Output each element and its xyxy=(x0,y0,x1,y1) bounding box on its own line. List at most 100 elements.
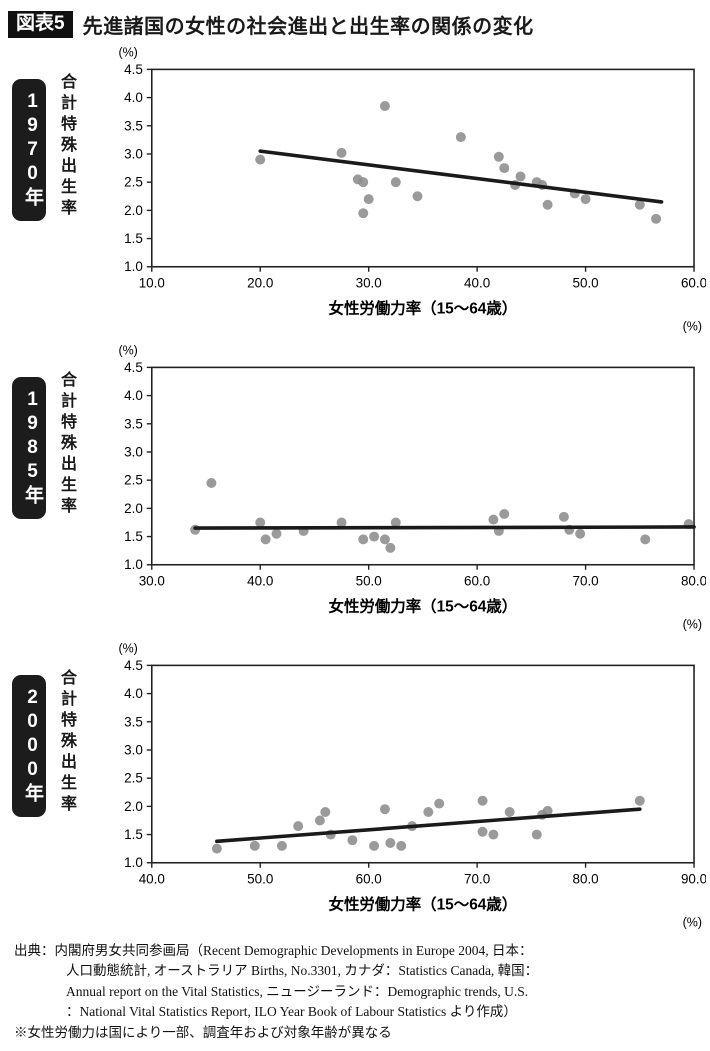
y-axis-title-1985: 合計特殊出生率 xyxy=(58,371,75,518)
data-point xyxy=(640,534,651,545)
source-line: ：National Vital Statistics Report, ILO Y… xyxy=(66,1003,517,1019)
y-tick-label: 4.5 xyxy=(124,62,143,77)
y-tick-label: 2.0 xyxy=(124,799,143,814)
data-point xyxy=(580,194,591,205)
chart-panel-1970: 1970年 合計特殊出生率 (%) 1.0 1.5 2.0 2.5 3.0 3.5 4.0 4.… xyxy=(0,43,710,339)
data-point xyxy=(276,840,287,851)
data-point xyxy=(363,194,374,205)
y-tick-label: 1.5 xyxy=(124,231,143,246)
plot-frame xyxy=(150,664,695,864)
data-point xyxy=(369,840,380,851)
data-point xyxy=(358,208,369,219)
x-tick-label: 70.0 xyxy=(573,574,599,589)
data-point xyxy=(493,151,504,162)
x-axis-title: 女性労働力率（15〜64歳） xyxy=(329,299,518,318)
data-point xyxy=(531,829,542,840)
y-tick-label: 2.5 xyxy=(124,175,143,190)
x-tick-label: 30.0 xyxy=(356,276,382,291)
y-unit-label: (%) xyxy=(118,343,137,357)
y-tick-label: 4.5 xyxy=(124,360,143,375)
x-tick-label: 80.0 xyxy=(573,872,599,887)
y-tick-label: 4.0 xyxy=(124,388,143,403)
data-point xyxy=(434,798,445,809)
y-unit-label: (%) xyxy=(118,641,137,655)
data-point xyxy=(558,511,569,522)
x-tick-label: 80.0 xyxy=(681,574,706,589)
x-tick-label: 50.0 xyxy=(247,872,273,887)
x-tick-label: 30.0 xyxy=(139,574,165,589)
data-point xyxy=(211,843,222,854)
data-point xyxy=(347,835,358,846)
data-point xyxy=(379,101,390,112)
y-tick-label: 4.0 xyxy=(124,686,143,701)
y-tick-label: 2.5 xyxy=(124,771,143,786)
data-point xyxy=(396,840,407,851)
y-tick-label: 4.5 xyxy=(124,658,143,673)
trend-line xyxy=(258,149,664,204)
x-unit-label: (%) xyxy=(683,618,702,632)
y-tick-label: 3.5 xyxy=(124,416,143,431)
y-tick-label: 1.5 xyxy=(124,827,143,842)
y-unit-label: (%) xyxy=(118,45,137,59)
data-point xyxy=(504,807,515,817)
data-point xyxy=(515,171,526,182)
data-point xyxy=(390,517,401,528)
footnote: ※女性労働力は国により一部、調査年および対象年齢が異なる xyxy=(14,1025,392,1040)
data-point xyxy=(542,199,553,210)
trend-line xyxy=(215,807,642,844)
data-point xyxy=(255,517,266,528)
y-tick-label: 3.0 xyxy=(124,146,143,161)
chart-panel-2000: 2000年 合計特殊出生率 (%) 1.0 1.5 2.0 2.5 3.0 3.5 4.0 4.… xyxy=(0,639,710,935)
x-unit-label: (%) xyxy=(683,916,702,930)
data-point xyxy=(477,795,488,806)
x-tick-label: 60.0 xyxy=(356,872,382,887)
scatter-plot-1985: (%) 1.0 1.5 2.0 2.5 3.0 3.5 4.0 4.5 30.0 40.0 50.0 6… xyxy=(118,343,706,632)
data-point xyxy=(423,807,434,817)
data-point xyxy=(575,528,586,539)
trend-line xyxy=(193,525,696,530)
data-point xyxy=(634,795,645,806)
data-point xyxy=(499,509,510,519)
data-point xyxy=(358,177,369,188)
year-badge-1985: 1985年 xyxy=(12,377,46,519)
x-tick-label: 90.0 xyxy=(681,872,706,887)
y-tick-label: 3.5 xyxy=(124,118,143,133)
y-tick-label: 3.0 xyxy=(124,444,143,459)
y-tick-label: 2.0 xyxy=(124,203,143,218)
data-point xyxy=(260,534,271,545)
plot-frame xyxy=(150,366,695,566)
y-tick-label: 1.5 xyxy=(124,529,143,544)
year-badge-1970: 1970年 xyxy=(12,79,46,221)
data-point xyxy=(379,534,390,545)
y-tick-label: 3.0 xyxy=(124,742,143,757)
source-line: 出典：内閣府男女共同参画局（Recent Demographic Develop… xyxy=(14,943,533,958)
scatter-plot-1970: (%) 1.0 1.5 2.0 2.5 3.0 3.5 4.0 4.5 10.0 20.0 30.0 4… xyxy=(118,45,706,334)
data-point xyxy=(542,805,553,816)
source-note: 出典：内閣府男女共同参画局（Recent Demographic Develop… xyxy=(0,935,710,1043)
y-tick-label: 4.0 xyxy=(124,90,143,105)
y-axis-title-1970: 合計特殊出生率 xyxy=(58,73,75,220)
x-axis-title: 女性労働力率（15〜64歳） xyxy=(329,597,518,616)
x-tick-label: 50.0 xyxy=(573,276,599,291)
x-tick-label: 60.0 xyxy=(681,276,706,291)
data-point xyxy=(455,132,466,143)
data-point xyxy=(271,528,282,539)
x-tick-label: 60.0 xyxy=(464,574,490,589)
chart-panel-1985: 1985年 合計特殊出生率 (%) 1.0 1.5 2.0 2.5 3.0 3.5 4.0 4.… xyxy=(0,341,710,637)
data-point xyxy=(477,826,488,837)
data-point xyxy=(369,531,380,542)
data-point xyxy=(379,804,390,815)
data-point xyxy=(336,147,347,158)
data-point xyxy=(651,213,662,224)
data-point xyxy=(488,829,499,840)
data-point xyxy=(385,542,396,553)
data-point xyxy=(293,821,304,832)
data-point xyxy=(336,517,347,528)
y-axis-title-2000: 合計特殊出生率 xyxy=(58,669,75,816)
x-unit-label: (%) xyxy=(683,320,702,334)
data-point xyxy=(385,838,396,849)
scatter-plot-2000: (%) 1.0 1.5 2.0 2.5 3.0 3.5 4.0 4.5 40.0 50.0 60.0 7… xyxy=(118,641,706,930)
x-axis-title: 女性労働力率（15〜64歳） xyxy=(329,895,518,914)
x-tick-label: 70.0 xyxy=(464,872,490,887)
y-tick-label: 1.0 xyxy=(124,259,143,274)
